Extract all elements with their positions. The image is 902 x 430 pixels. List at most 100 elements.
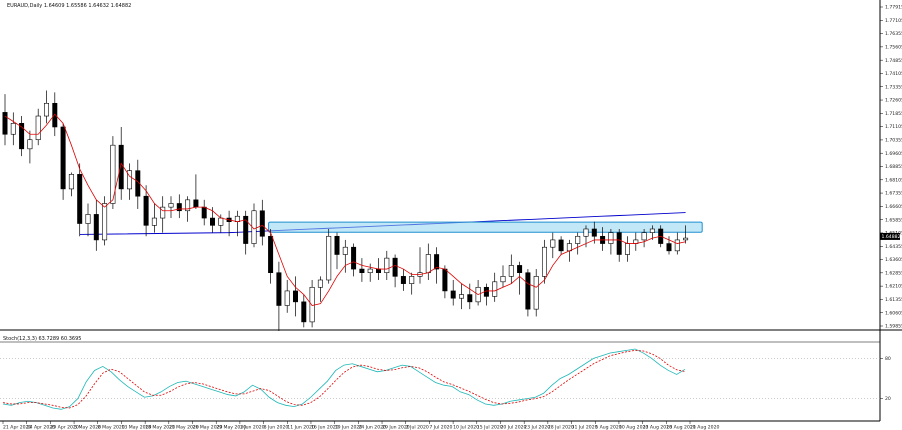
candle-bear: [359, 268, 365, 274]
candle-bull: [575, 235, 581, 244]
current-price-label: 1.64882: [882, 234, 901, 240]
candle-bull: [500, 276, 506, 283]
candle-bear: [517, 265, 523, 274]
price-tick-label: 1.77105: [885, 18, 902, 24]
candle-bull: [168, 203, 174, 208]
date-tick-label: 31 Jul 2020: [572, 425, 598, 430]
candle-bull: [367, 268, 373, 274]
date-tick-label: 8 Jun 2020: [264, 425, 289, 430]
price-tick-label: 1.71855: [885, 111, 902, 117]
date-tick-label: 13 May 2020: [121, 425, 151, 430]
candle-bull: [342, 246, 348, 255]
candle-bull: [110, 144, 116, 204]
date-tick-label: 19 Jun 2020: [335, 425, 363, 430]
candle-bull: [384, 257, 390, 274]
candle-bull: [533, 276, 539, 310]
candle-bull: [185, 199, 191, 212]
price-tick-label: 1.63605: [885, 257, 902, 263]
candle-bear: [400, 276, 406, 284]
candle-bear: [591, 228, 597, 237]
candle-bull: [317, 279, 323, 288]
price-tick-label: 1.66605: [885, 204, 902, 210]
candle-bull: [541, 246, 547, 277]
candle-bear: [143, 195, 149, 226]
price-tick-label: 1.77915: [885, 5, 902, 11]
candle-bear: [525, 272, 531, 310]
candle-bear: [268, 235, 274, 274]
candle-bear: [176, 203, 182, 212]
date-tick-label: 20 Jul 2020: [500, 425, 526, 430]
candle-bull: [683, 237, 689, 241]
price-tick-label: 1.62855: [885, 270, 902, 276]
price-tick-label: 1.74105: [885, 71, 902, 77]
candle-bull: [641, 232, 647, 241]
candle-bear: [243, 215, 249, 244]
candle-bear: [375, 268, 381, 274]
candle-bear: [351, 246, 357, 270]
price-tick-label: 1.73355: [885, 84, 902, 90]
stoch-signal-line: [2, 349, 686, 409]
candle-bear: [118, 144, 124, 190]
date-tick-label: 21 Apr 2020: [3, 425, 31, 430]
price-tick-label: 1.67355: [885, 191, 902, 197]
date-tick-label: 15 Jul 2020: [477, 425, 503, 430]
candle-bear: [558, 239, 564, 252]
candle-bull: [284, 290, 290, 306]
candle-bull: [68, 174, 74, 190]
price-tick-label: 1.70355: [885, 138, 902, 144]
candle-bear: [77, 174, 83, 224]
candle-bull: [425, 254, 431, 274]
short-ema-line: [4, 113, 686, 306]
price-tick-label: 1.65855: [885, 217, 902, 223]
date-tick-label: 11 Jun 2020: [287, 425, 315, 430]
candle-bear: [450, 290, 456, 299]
candle-bear: [19, 123, 25, 150]
date-tick-label: 10 Jul 2020: [453, 425, 479, 430]
date-tick-label: 2 Jul 2020: [406, 425, 429, 430]
price-tick-label: 1.61355: [885, 297, 902, 303]
candle-bear: [666, 243, 672, 252]
date-tick-label: 8 May 2020: [98, 425, 125, 430]
candle-bull: [674, 239, 680, 252]
date-tick-label: 18 May 2020: [145, 425, 175, 430]
price-tick-label: 1.68855: [885, 164, 902, 170]
date-tick-label: 18 Aug 2020: [666, 425, 696, 430]
candle-bull: [151, 217, 157, 226]
date-tick-label: 21 Aug 2020: [690, 425, 720, 430]
price-tick-label: 1.74855: [885, 58, 902, 64]
date-tick-label: 10 Aug 2020: [619, 425, 649, 430]
candle-bear: [301, 301, 307, 323]
price-tick-label: 1.62105: [885, 284, 902, 290]
symbol-info: EURAUD,Daily 1.64609 1.65586 1.64632 1.6…: [7, 3, 132, 9]
date-tick-label: 24 Jun 2020: [358, 425, 386, 430]
candle-bull: [234, 215, 240, 222]
stoch-level-label: 20: [885, 396, 891, 402]
candle-bull: [409, 276, 415, 284]
date-tick-label: 7 Jul 2020: [429, 425, 452, 430]
candle-bear: [193, 199, 199, 208]
candle-bull: [624, 243, 630, 255]
candle-bull: [309, 286, 315, 323]
price-tick-label: 1.72605: [885, 98, 902, 104]
price-tick-label: 1.59855: [885, 324, 902, 330]
date-tick-label: 29 May 2020: [216, 425, 246, 430]
candle-bear: [2, 112, 8, 135]
date-tick-label: 13 Aug 2020: [643, 425, 673, 430]
price-tick-label: 1.64355: [885, 244, 902, 250]
resistance-zone: [268, 221, 703, 233]
candle-bear: [292, 290, 298, 303]
candle-bull: [649, 228, 655, 233]
date-tick-label: 29 Jun 2020: [382, 425, 410, 430]
candle-bull: [127, 170, 133, 190]
candle-bull: [218, 217, 224, 226]
stoch-level-label: 80: [885, 356, 891, 362]
stoch-main-line: [2, 348, 686, 410]
stoch-info: Stoch(12,3,3) 63.7289 60.3695: [3, 336, 82, 342]
candle-bull: [160, 206, 166, 219]
candle-bull: [583, 228, 589, 237]
candle-bear: [276, 272, 282, 306]
price-tick-label: 1.68105: [885, 177, 902, 183]
candle-bear: [392, 257, 398, 277]
